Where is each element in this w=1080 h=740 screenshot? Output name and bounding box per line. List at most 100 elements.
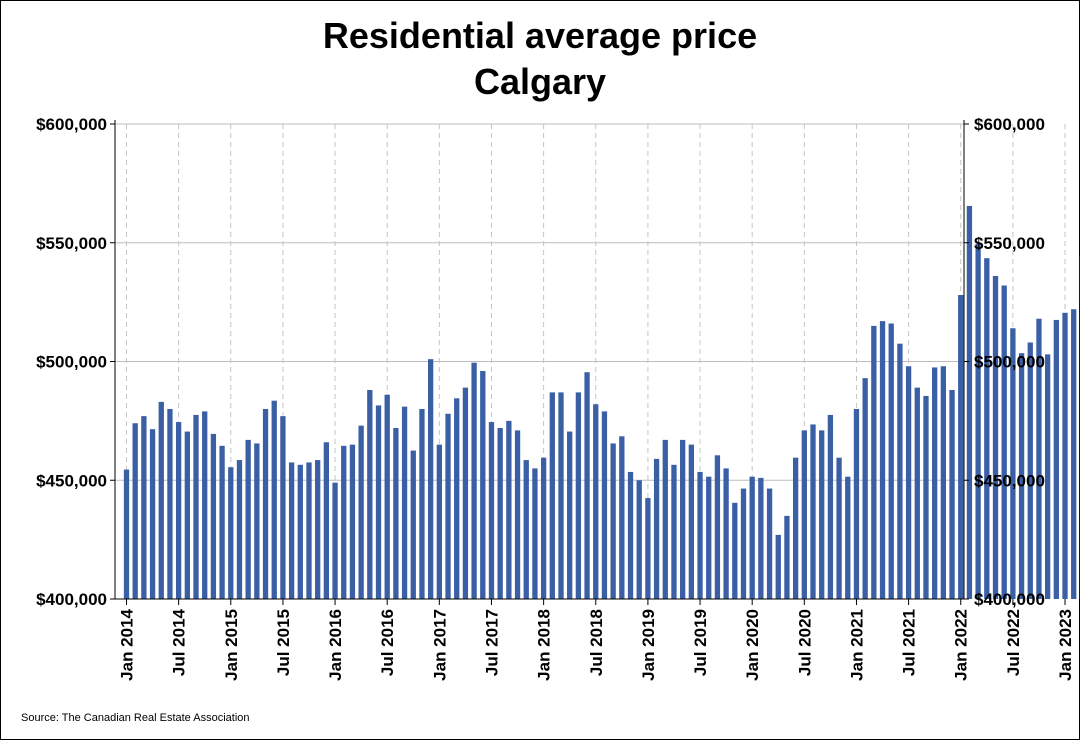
bar <box>923 395 929 599</box>
bar <box>523 460 529 599</box>
bar <box>454 398 460 599</box>
bar <box>992 276 999 599</box>
x-tick-label: Jan 2022 <box>952 609 971 681</box>
y-tick-label: $400,000 <box>36 590 107 609</box>
axes <box>110 120 1066 605</box>
chart-title: Residential average price <box>322 15 758 56</box>
bar <box>1010 328 1016 599</box>
bar <box>358 425 364 600</box>
bar <box>897 343 903 599</box>
bar <box>706 476 712 599</box>
x-tick-label: Jul 2014 <box>170 608 189 676</box>
bar <box>836 457 842 599</box>
bar <box>862 378 868 600</box>
bar <box>349 444 356 600</box>
bar <box>801 430 807 600</box>
bar <box>262 409 269 599</box>
y-tick-label: $500,000 <box>974 353 1045 372</box>
x-tick-label: Jan 2015 <box>222 609 241 681</box>
bar <box>254 443 260 599</box>
x-tick-label: Jan 2019 <box>639 609 658 681</box>
bar <box>367 390 373 599</box>
x-tick-label: Jul 2016 <box>378 609 397 676</box>
bar <box>236 460 243 599</box>
bar <box>879 321 886 600</box>
bar <box>1036 318 1042 599</box>
bar <box>853 409 860 599</box>
bar <box>627 471 634 599</box>
bar <box>575 392 582 600</box>
source-note: Source: The Canadian Real Estate Associa… <box>21 712 250 724</box>
bar <box>384 394 390 599</box>
bar <box>1044 354 1051 600</box>
bar <box>462 387 469 600</box>
bar <box>905 366 912 599</box>
bar <box>280 416 286 600</box>
x-tick-label: Jul 2022 <box>1004 609 1023 676</box>
bar <box>601 411 608 600</box>
bar <box>697 471 703 599</box>
y-tick-label: $600,000 <box>36 115 107 134</box>
x-tick-label: Jan 2016 <box>326 609 345 681</box>
chart-subtitle: Calgary <box>473 61 607 102</box>
bar <box>827 414 834 599</box>
bar <box>428 359 434 600</box>
y-tick-label: $550,000 <box>974 234 1045 253</box>
bar <box>619 436 625 599</box>
x-tick-label: Jul 2021 <box>900 609 919 676</box>
bar <box>810 424 816 599</box>
y-tick-label: $550,000 <box>36 234 107 253</box>
bar <box>610 443 616 599</box>
bar <box>888 323 894 599</box>
bar <box>141 416 147 600</box>
bar <box>158 401 164 600</box>
x-tick-label: Jan 2017 <box>430 609 449 681</box>
bar <box>306 462 312 599</box>
bar <box>123 469 130 599</box>
bar <box>819 430 825 600</box>
y-tick-label: $600,000 <box>974 115 1045 134</box>
bar <box>914 387 920 600</box>
x-tick-label: Jul 2020 <box>795 609 814 676</box>
bar <box>202 411 208 600</box>
bar <box>488 422 495 599</box>
bar <box>958 295 964 599</box>
bar <box>497 428 503 599</box>
bar <box>175 422 182 599</box>
y-tick-label: $450,000 <box>36 471 107 490</box>
bar <box>680 439 686 600</box>
bar <box>393 428 399 599</box>
x-tick-label: Jan 2021 <box>847 609 866 681</box>
bar <box>193 414 199 599</box>
bar <box>332 482 338 600</box>
bar <box>210 433 217 599</box>
bar <box>1071 309 1077 599</box>
bar <box>1053 319 1059 599</box>
bar <box>593 404 599 599</box>
bar <box>514 430 521 600</box>
bar <box>940 366 947 599</box>
bar <box>653 458 660 600</box>
x-tick-label: Jul 2018 <box>587 609 606 676</box>
bar <box>784 515 790 600</box>
bar <box>975 243 981 599</box>
bar <box>471 362 477 599</box>
x-tick-label: Jul 2017 <box>482 609 501 676</box>
bar <box>984 258 990 599</box>
bar <box>792 457 799 599</box>
bar <box>845 476 851 599</box>
bar <box>219 445 225 599</box>
bar <box>662 439 668 600</box>
bar <box>775 534 781 600</box>
bar <box>245 439 251 600</box>
x-tick-label: Jul 2015 <box>274 609 293 676</box>
bar <box>758 477 764 600</box>
bar <box>740 488 747 599</box>
bar <box>323 442 330 599</box>
x-tick-label: Jan 2018 <box>535 609 554 681</box>
bar <box>315 460 321 599</box>
bar <box>636 480 642 599</box>
bar <box>532 468 538 600</box>
bar <box>436 444 442 600</box>
